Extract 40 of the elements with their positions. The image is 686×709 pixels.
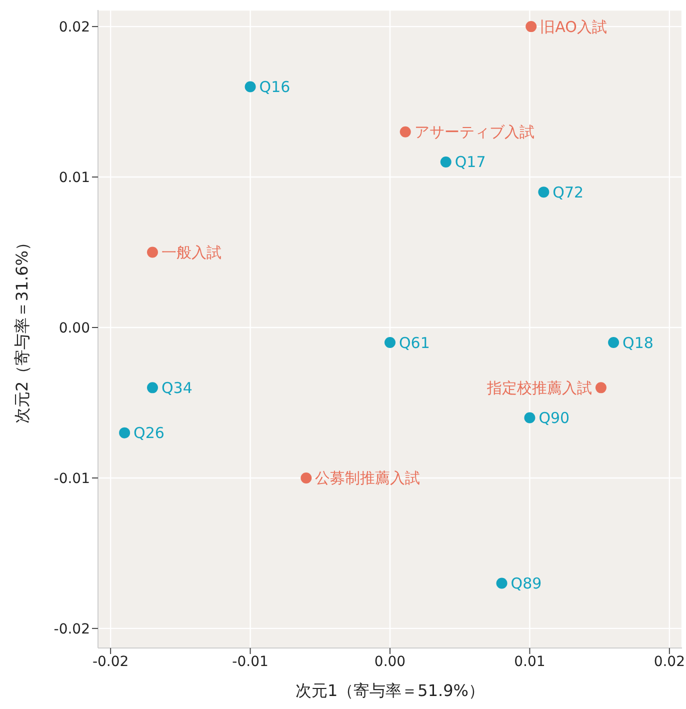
y-tick-label: -0.01 <box>54 470 90 487</box>
point <box>119 427 130 438</box>
data-label: アサーティブ入試 <box>414 123 534 142</box>
x-tick-label: 0.02 <box>654 654 686 670</box>
y-axis-title: 次元2（寄与率＝31.6%） <box>12 234 32 424</box>
point <box>538 186 550 198</box>
data-label: Q90 <box>538 409 570 428</box>
data-label: 一般入試 <box>161 244 222 262</box>
data-label: Q89 <box>510 574 542 593</box>
data-label: 旧AO入試 <box>540 18 607 36</box>
data-label: Q17 <box>454 153 486 172</box>
data-label: Q34 <box>161 378 192 397</box>
x-tick-label: 0.01 <box>514 654 546 670</box>
data-label: 公募制推薦入試 <box>315 469 420 488</box>
point <box>440 156 452 168</box>
data-label: Q61 <box>399 334 430 352</box>
point <box>384 337 396 348</box>
x-tick-label: -0.02 <box>92 654 129 670</box>
data-label: Q18 <box>622 334 654 352</box>
x-tick-label: -0.01 <box>232 654 268 670</box>
data-label: Q16 <box>259 78 290 96</box>
point <box>244 81 256 92</box>
point <box>608 337 620 348</box>
point <box>146 382 158 394</box>
x-tick-label: 0.00 <box>374 654 406 670</box>
point <box>496 578 508 589</box>
x-axis-title: 次元1（寄与率＝51.9%） <box>295 681 485 700</box>
data-label: 指定校推薦入試 <box>486 378 592 397</box>
data-label: Q72 <box>552 183 584 202</box>
point <box>300 472 312 484</box>
y-tick-label: 0.00 <box>58 320 90 336</box>
data-label: Q26 <box>134 424 164 442</box>
y-tick-label: 0.02 <box>58 20 90 36</box>
y-tick-label: 0.01 <box>58 170 90 186</box>
y-tick-label: -0.02 <box>54 621 90 638</box>
point <box>524 412 536 424</box>
point <box>526 21 537 32</box>
point <box>595 382 606 394</box>
point <box>400 126 411 138</box>
point <box>146 246 158 258</box>
